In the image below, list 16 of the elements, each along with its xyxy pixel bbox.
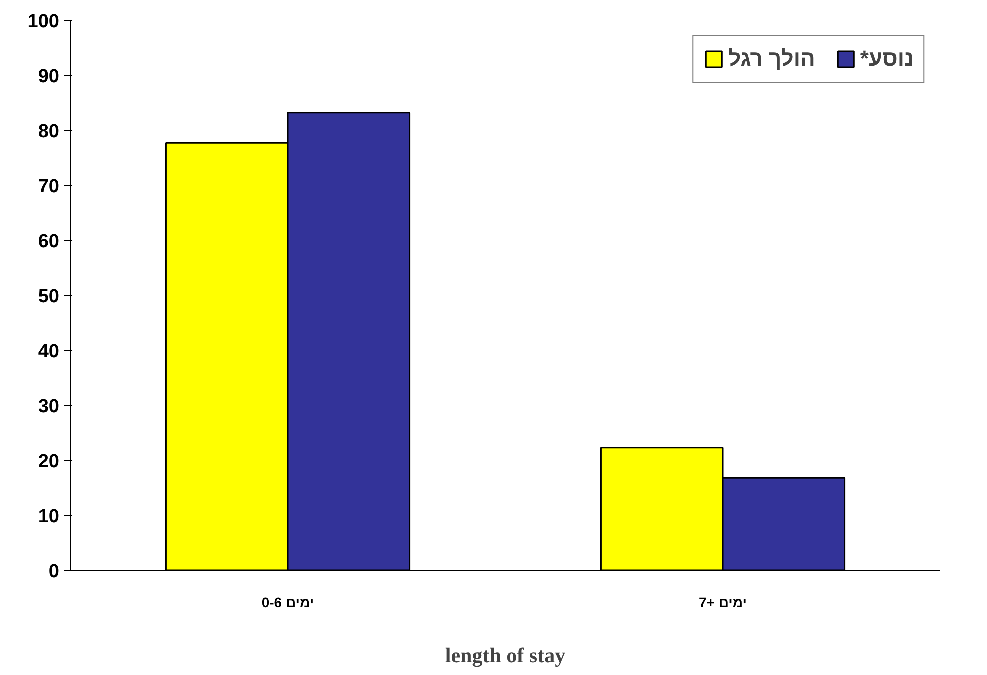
y-tick-label: 0 (48, 562, 60, 582)
y-tick-label: 10 (38, 506, 60, 528)
legend-label: *נוסע (860, 46, 914, 72)
x-tick-label: 7+ ימים (699, 594, 748, 610)
y-tick-label: 60 (38, 232, 60, 252)
y-tick-label: 80 (38, 122, 60, 142)
y-tick-label: 40 (38, 342, 60, 362)
y-tick-label: 90 (38, 66, 60, 88)
y-tick-label: 50 (38, 286, 60, 308)
y-tick-label: 100 (28, 12, 60, 32)
y-tick-label: 70 (38, 176, 60, 198)
x-axis-title: length of stay (445, 644, 566, 668)
legend-label: הולך רגל (728, 46, 816, 72)
y-tick-label: 30 (38, 396, 60, 418)
x-tick-label: 0-6 ימים (262, 594, 314, 610)
y-tick-label: 20 (38, 452, 60, 472)
